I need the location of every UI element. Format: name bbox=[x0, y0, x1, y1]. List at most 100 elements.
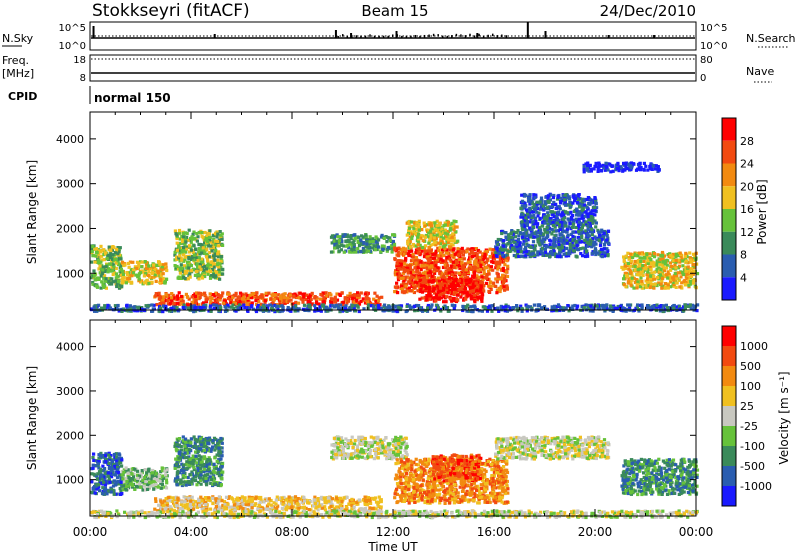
heatmap-cell bbox=[201, 246, 205, 250]
heatmap-cell bbox=[585, 237, 590, 241]
heatmap-cell bbox=[430, 256, 434, 260]
heatmap-cell bbox=[217, 267, 221, 271]
heatmap-cell bbox=[436, 281, 440, 285]
heatmap-cell bbox=[218, 230, 222, 234]
heatmap-cell bbox=[98, 264, 102, 268]
heatmap-cell bbox=[114, 266, 118, 270]
heatmap-cell bbox=[630, 164, 634, 168]
heatmap-cell bbox=[657, 257, 661, 261]
heatmap-cell bbox=[476, 248, 481, 253]
heatmap-cell bbox=[393, 233, 397, 237]
heatmap-cell bbox=[602, 166, 606, 170]
heatmap-cell bbox=[695, 262, 699, 266]
heatmap-cell bbox=[429, 237, 433, 241]
heatmap-cell bbox=[260, 295, 264, 299]
heatmap-cell bbox=[427, 274, 431, 278]
heatmap-cell bbox=[496, 242, 500, 246]
heatmap-cell bbox=[294, 293, 298, 297]
heatmap-cell bbox=[217, 250, 221, 254]
heatmap-cell bbox=[183, 242, 187, 246]
heatmap-cell bbox=[216, 232, 220, 236]
heatmap-cell bbox=[588, 163, 592, 167]
heatmap-cell bbox=[449, 242, 453, 246]
heatmap-cell bbox=[338, 235, 342, 239]
heatmap-cell bbox=[246, 306, 250, 310]
heatmap-cell bbox=[204, 237, 208, 241]
heatmap-cell bbox=[429, 277, 433, 281]
heatmap-cell bbox=[693, 278, 697, 282]
heatmap-cell bbox=[454, 266, 458, 270]
heatmap-cell bbox=[217, 272, 221, 277]
heatmap-cell bbox=[175, 233, 179, 237]
heatmap-cell bbox=[380, 244, 384, 248]
heatmap-cell bbox=[592, 243, 596, 247]
heatmap-cell bbox=[204, 298, 208, 302]
heatmap-cell bbox=[434, 299, 438, 303]
heatmap-cell bbox=[665, 263, 669, 267]
heatmap-cell bbox=[413, 266, 417, 270]
heatmap-cell bbox=[481, 262, 485, 267]
heatmap-cell bbox=[111, 245, 115, 249]
heatmap-cell bbox=[646, 168, 650, 172]
heatmap-cell bbox=[407, 222, 411, 226]
heatmap-cell bbox=[150, 309, 154, 313]
heatmap-cell bbox=[489, 265, 493, 269]
heatmap-cell bbox=[596, 169, 600, 173]
heatmap-cell bbox=[414, 275, 418, 279]
heatmap-cell bbox=[340, 291, 344, 295]
heatmap-cell bbox=[365, 293, 369, 297]
heatmap-cell bbox=[99, 244, 103, 248]
heatmap-cell bbox=[272, 298, 276, 302]
heatmap-cell bbox=[161, 272, 165, 276]
heatmap-cell bbox=[580, 213, 584, 217]
heatmap-cell bbox=[412, 230, 416, 234]
heatmap-cell bbox=[228, 305, 232, 309]
heatmap-cell bbox=[474, 247, 478, 251]
heatmap-cell bbox=[491, 260, 495, 265]
heatmap-cell bbox=[629, 283, 633, 287]
heatmap-cell bbox=[519, 231, 523, 235]
heatmap-cell bbox=[330, 234, 335, 238]
heatmap-cell bbox=[664, 285, 668, 289]
heatmap-cell bbox=[416, 289, 420, 293]
heatmap-cell bbox=[475, 288, 479, 292]
heatmap-cell bbox=[649, 258, 653, 262]
heatmap-cell bbox=[522, 250, 526, 254]
heatmap-cell bbox=[418, 289, 422, 294]
heatmap-cell bbox=[608, 162, 612, 166]
heatmap-cell bbox=[470, 294, 474, 298]
heatmap-cell bbox=[431, 253, 435, 257]
heatmap-cell bbox=[485, 272, 489, 277]
heatmap-cell bbox=[600, 164, 604, 168]
heatmap-cell bbox=[270, 304, 275, 308]
heatmap-cell bbox=[257, 300, 261, 304]
heatmap-cell bbox=[453, 275, 457, 280]
heatmap-cell bbox=[584, 220, 588, 224]
heatmap-cell bbox=[395, 281, 399, 285]
heatmap-cell bbox=[652, 261, 656, 265]
heatmap-cell bbox=[636, 280, 640, 284]
heatmap-cell bbox=[505, 309, 509, 313]
heatmap-cell bbox=[181, 238, 185, 242]
heatmap-cell bbox=[181, 253, 185, 257]
heatmap-cell bbox=[575, 255, 579, 259]
heatmap-cell bbox=[372, 244, 376, 248]
heatmap-cell bbox=[536, 214, 540, 218]
heatmap-cell bbox=[505, 253, 509, 257]
heatmap-cell bbox=[556, 246, 560, 250]
heatmap-cell bbox=[170, 296, 174, 300]
heatmap-cell bbox=[420, 249, 424, 253]
heatmap-cell bbox=[452, 306, 456, 310]
heatmap-cell bbox=[576, 236, 580, 240]
heatmap-cell bbox=[565, 230, 569, 234]
noise-spike bbox=[526, 22, 529, 38]
heatmap-cell bbox=[178, 271, 182, 275]
heatmap-cell bbox=[211, 293, 216, 297]
heatmap-cell bbox=[639, 259, 643, 264]
heatmap-cell bbox=[451, 286, 455, 290]
heatmap-cell bbox=[121, 277, 125, 281]
heatmap-cell bbox=[468, 260, 472, 264]
heatmap-cell bbox=[121, 279, 125, 283]
heatmap-cell bbox=[636, 261, 640, 265]
heatmap-cell bbox=[625, 167, 629, 171]
